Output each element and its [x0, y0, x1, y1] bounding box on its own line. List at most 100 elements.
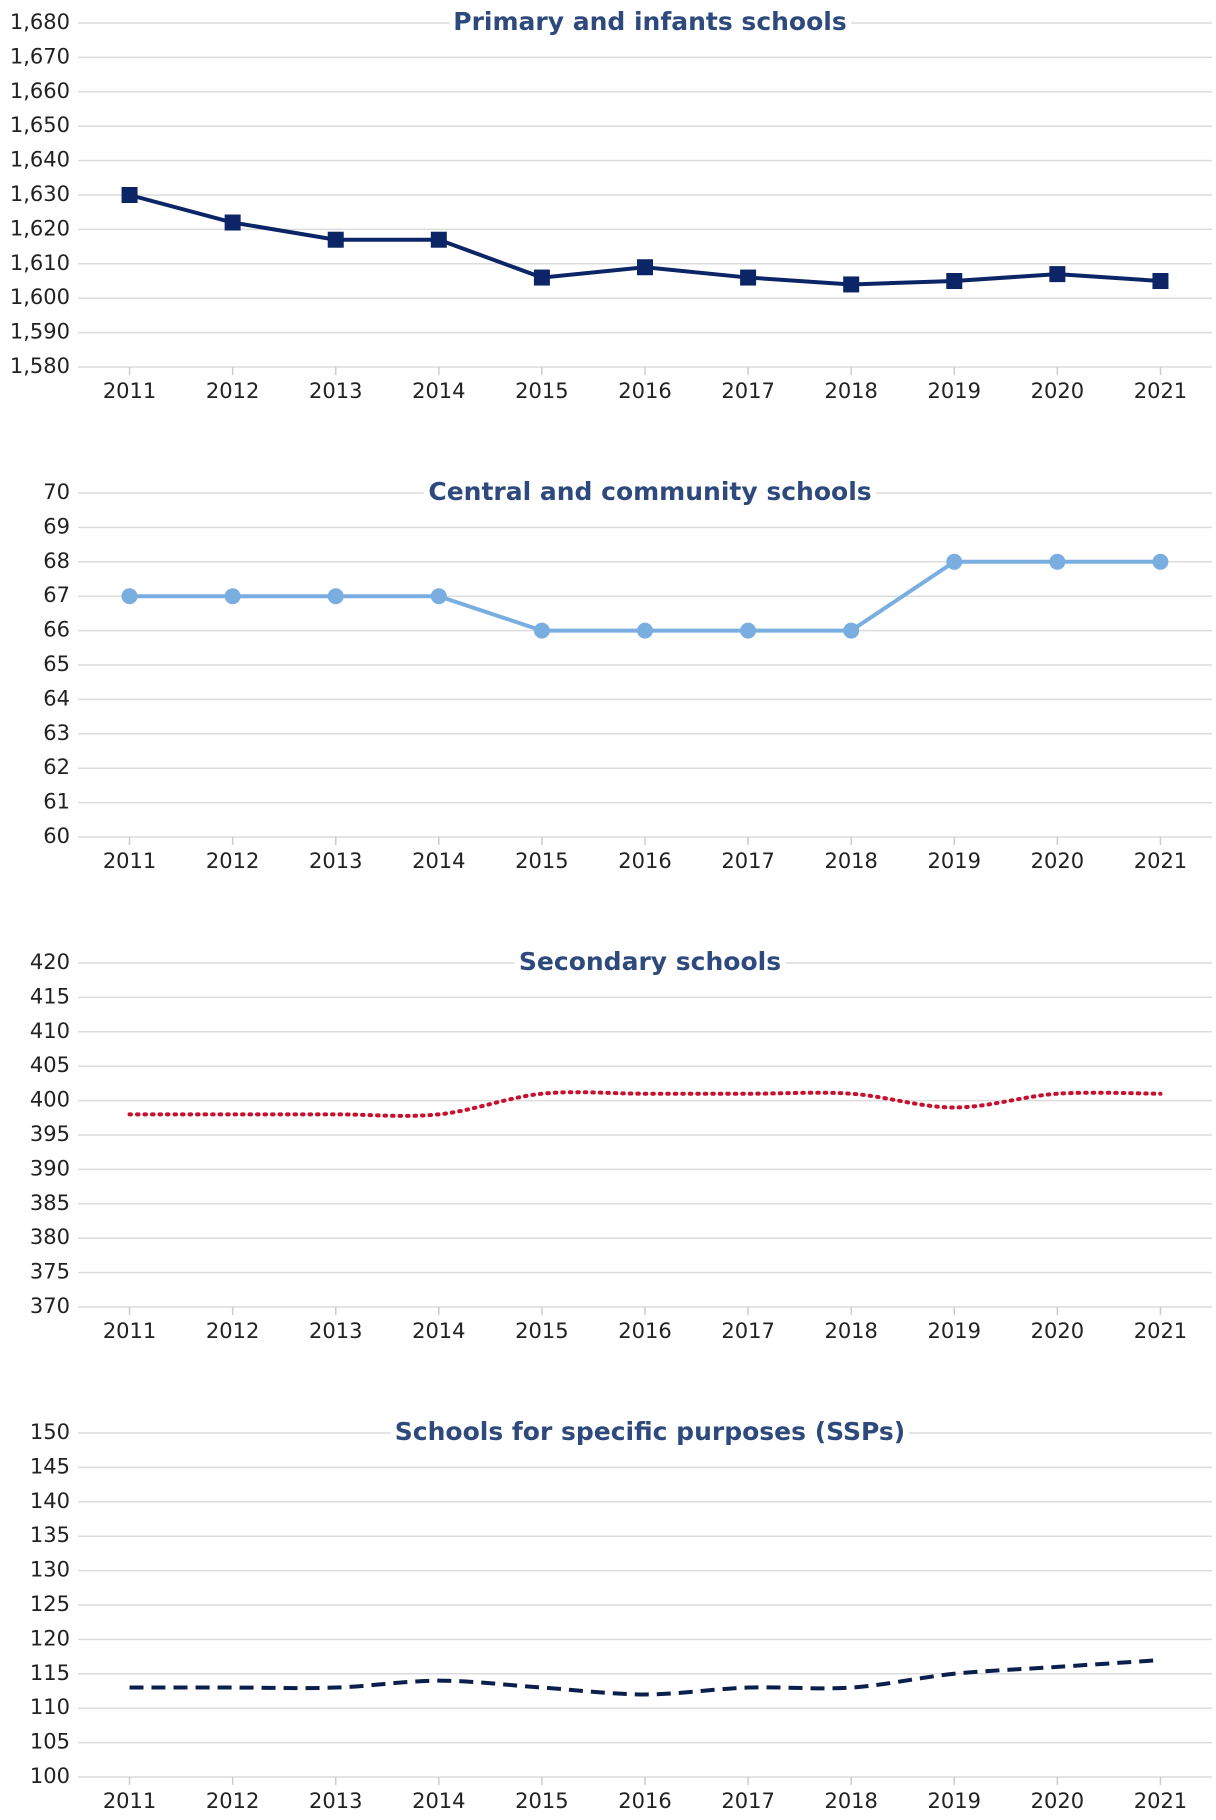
- x-tick-label: 2013: [309, 849, 362, 873]
- x-tick-label: 2021: [1134, 1789, 1187, 1813]
- y-tick-label: 61: [43, 790, 70, 814]
- y-tick-label: 135: [30, 1523, 70, 1547]
- x-tick-label: 2011: [103, 379, 156, 403]
- y-tick-label: 64: [43, 686, 70, 710]
- x-tick-label: 2014: [412, 1789, 465, 1813]
- x-tick-label: 2019: [928, 849, 981, 873]
- y-tick-label: 1,650: [10, 113, 70, 137]
- y-tick-label: 1,640: [10, 148, 70, 172]
- marker: [430, 231, 447, 248]
- x-tick-label: 2018: [824, 379, 877, 403]
- y-tick-label: 420: [30, 950, 70, 974]
- marker: [946, 553, 963, 570]
- marker: [121, 588, 138, 605]
- x-tick-label: 2015: [515, 849, 568, 873]
- x-tick-label: 2011: [103, 1319, 156, 1343]
- x-tick-label: 2016: [618, 1319, 671, 1343]
- x-tick-label: 2021: [1134, 849, 1187, 873]
- y-tick-label: 415: [30, 984, 70, 1008]
- x-tick-label: 2012: [206, 1319, 259, 1343]
- x-tick-label: 2020: [1031, 849, 1084, 873]
- x-tick-label: 2016: [618, 1789, 671, 1813]
- y-tick-label: 400: [30, 1088, 70, 1112]
- x-tick-label: 2020: [1031, 379, 1084, 403]
- x-tick-label: 2012: [206, 379, 259, 403]
- x-tick-label: 2015: [515, 1789, 568, 1813]
- y-tick-label: 105: [30, 1730, 70, 1754]
- marker: [327, 231, 344, 248]
- x-tick-label: 2021: [1134, 1319, 1187, 1343]
- x-tick-label: 2017: [721, 1319, 774, 1343]
- x-tick-label: 2018: [824, 849, 877, 873]
- marker: [430, 588, 447, 605]
- x-tick-label: 2013: [309, 1789, 362, 1813]
- y-tick-label: 62: [43, 755, 70, 779]
- y-tick-label: 1,580: [10, 354, 70, 378]
- x-tick-label: 2014: [412, 849, 465, 873]
- marker: [1152, 553, 1169, 570]
- x-tick-label: 2013: [309, 379, 362, 403]
- y-tick-label: 405: [30, 1053, 70, 1077]
- series-line: [129, 1658, 1161, 1697]
- marker: [1049, 266, 1066, 283]
- x-tick-label: 2020: [1031, 1789, 1084, 1813]
- y-tick-label: 1,630: [10, 182, 70, 206]
- y-tick-label: 65: [43, 652, 70, 676]
- y-tick-label: 375: [30, 1260, 70, 1284]
- x-tick-label: 2012: [206, 849, 259, 873]
- marker: [1152, 273, 1169, 289]
- y-tick-label: 66: [43, 618, 70, 642]
- marker: [637, 259, 653, 276]
- y-tick-label: 370: [30, 1294, 70, 1318]
- x-tick-label: 2017: [721, 849, 774, 873]
- x-tick-label: 2015: [515, 379, 568, 403]
- x-tick-label: 2015: [515, 1319, 568, 1343]
- marker: [533, 269, 550, 286]
- chart-title: Primary and infants schools: [453, 7, 846, 36]
- y-tick-label: 1,610: [10, 251, 70, 275]
- y-tick-label: 380: [30, 1225, 70, 1249]
- marker: [843, 276, 860, 293]
- y-tick-label: 68: [43, 549, 70, 573]
- chart-title: Schools for specific purposes (SSPs): [395, 1417, 905, 1446]
- x-tick-label: 2011: [103, 849, 156, 873]
- marker: [946, 273, 963, 289]
- x-tick-label: 2017: [721, 1789, 774, 1813]
- x-tick-label: 2020: [1031, 1319, 1084, 1343]
- y-tick-label: 120: [30, 1626, 70, 1650]
- y-tick-label: 1,590: [10, 320, 70, 344]
- y-tick-label: 150: [30, 1420, 70, 1444]
- marker: [740, 622, 757, 639]
- y-tick-label: 110: [30, 1695, 70, 1719]
- x-tick-label: 2011: [103, 1789, 156, 1813]
- y-tick-label: 1,620: [10, 216, 70, 240]
- x-tick-label: 2018: [824, 1319, 877, 1343]
- marker: [1049, 553, 1066, 570]
- y-tick-label: 69: [43, 514, 70, 538]
- y-tick-label: 145: [30, 1454, 70, 1478]
- y-tick-label: 390: [30, 1156, 70, 1180]
- y-tick-label: 125: [30, 1592, 70, 1616]
- marker: [637, 622, 653, 639]
- marker: [121, 187, 138, 203]
- marker: [327, 588, 344, 605]
- y-tick-label: 1,600: [10, 285, 70, 309]
- y-tick-label: 100: [30, 1764, 70, 1788]
- y-tick-label: 60: [43, 824, 70, 848]
- x-tick-label: 2016: [618, 849, 671, 873]
- y-tick-label: 1,660: [10, 79, 70, 103]
- y-tick-label: 67: [43, 583, 70, 607]
- x-tick-label: 2019: [928, 1319, 981, 1343]
- y-tick-label: 70: [43, 480, 70, 504]
- x-tick-label: 2017: [721, 379, 774, 403]
- y-tick-label: 115: [30, 1661, 70, 1685]
- y-tick-label: 130: [30, 1558, 70, 1582]
- series-line: [127, 1090, 1163, 1118]
- chart-title: Central and community schools: [428, 477, 871, 506]
- y-tick-label: 395: [30, 1122, 70, 1146]
- y-tick-label: 1,680: [10, 10, 70, 34]
- x-tick-label: 2012: [206, 1789, 259, 1813]
- x-tick-label: 2019: [928, 379, 981, 403]
